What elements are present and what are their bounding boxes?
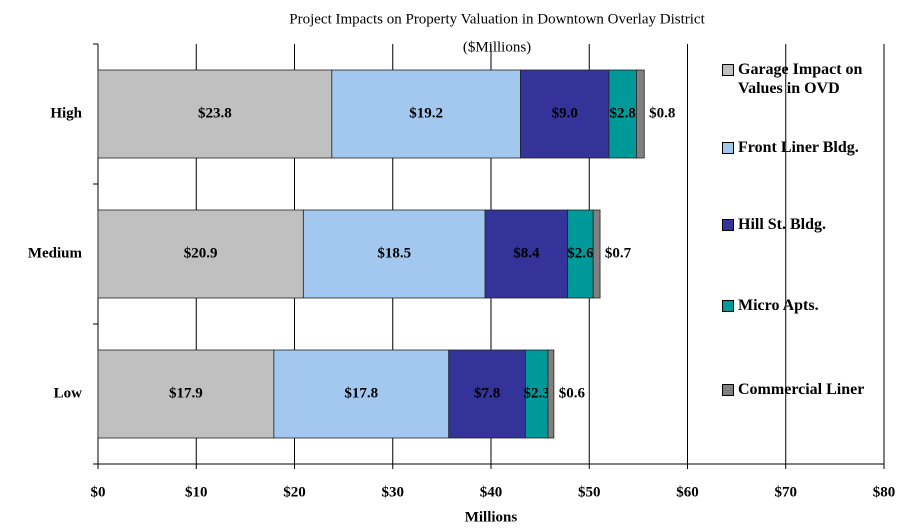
legend-item: Hill St. Bldg. <box>722 215 887 234</box>
data-label: $2.3 <box>524 385 550 401</box>
y-tick-label: Low <box>54 385 83 401</box>
data-label: $17.8 <box>344 385 378 401</box>
data-label: $8.4 <box>513 245 540 261</box>
x-tick-label: $50 <box>578 484 601 500</box>
bar-segment <box>636 69 645 159</box>
bar-segment <box>97 349 275 439</box>
data-label: $19.2 <box>409 105 443 121</box>
bar-segment <box>97 69 333 159</box>
x-axis-title: Millions <box>465 509 518 525</box>
data-label: $18.5 <box>377 245 411 261</box>
x-tick-label: $10 <box>185 484 208 500</box>
data-label: $17.9 <box>169 385 203 401</box>
data-label: $2.8 <box>610 105 636 121</box>
data-label: $20.9 <box>184 245 218 261</box>
x-tick-label: $30 <box>382 484 405 500</box>
legend-swatch <box>722 64 734 76</box>
data-label: $2.6 <box>567 245 594 261</box>
legend-item: Front Liner Bldg. <box>722 138 887 157</box>
x-tick-label: $0 <box>91 484 106 500</box>
legend-swatch <box>722 384 734 396</box>
bar-segment <box>273 349 450 439</box>
bar-segment <box>302 209 486 299</box>
chart-title: Project Impacts on Property Valuation in… <box>289 11 705 27</box>
chart-subtitle: ($Millions) <box>463 39 531 55</box>
legend-item: Commercial Liner <box>722 380 887 399</box>
legend-item: Micro Apts. <box>722 296 887 315</box>
legend-swatch <box>722 300 734 312</box>
bar-segment <box>97 209 304 299</box>
bar-segment <box>547 349 555 439</box>
x-tick-label: $70 <box>775 484 798 500</box>
x-tick-label: $60 <box>676 484 699 500</box>
data-label: $9.0 <box>552 105 578 121</box>
bar-segment <box>592 209 601 299</box>
data-label: $0.7 <box>605 245 632 261</box>
bar-segment <box>484 209 569 299</box>
legend-swatch <box>722 142 734 154</box>
bar-segment <box>448 349 526 439</box>
legend-label: Garage Impact on Values in OVD <box>738 61 863 97</box>
data-label: $0.6 <box>559 385 586 401</box>
y-tick-label: High <box>50 105 82 121</box>
legend-swatch <box>722 219 734 231</box>
bar-segment <box>567 209 594 299</box>
x-tick-label: $80 <box>873 484 896 500</box>
legend-label: Micro Apts. <box>738 297 819 314</box>
y-tick-label: Medium <box>28 245 83 261</box>
data-label: $0.8 <box>649 105 675 121</box>
x-tick-label: $40 <box>480 484 503 500</box>
x-tick-label: $20 <box>283 484 306 500</box>
legend-item: Garage Impact on Values in OVD <box>722 60 887 98</box>
legend-label: Hill St. Bldg. <box>738 216 827 233</box>
legend-label: Front Liner Bldg. <box>738 139 859 156</box>
data-label: $23.8 <box>198 105 232 121</box>
legend-label: Commercial Liner <box>738 381 865 398</box>
bar-segment <box>331 69 521 159</box>
data-label: $7.8 <box>474 385 500 401</box>
bar-segment <box>608 69 637 159</box>
